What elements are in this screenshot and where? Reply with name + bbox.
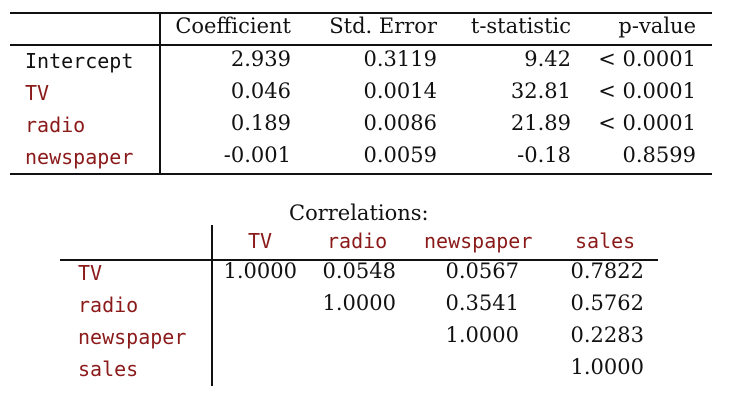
cell-t-statistic: 32.81 (510, 79, 571, 103)
correlation-table: Correlations: TV radio newspaper sales T… (60, 200, 660, 390)
table-bottom-rule (10, 173, 712, 175)
row-label-newspaper: newspaper (78, 325, 187, 349)
header-p-value: p-value (618, 14, 696, 38)
cell-std-error: 0.0059 (363, 143, 437, 167)
cell-corr: 1.0000 (322, 291, 396, 315)
cell-p-value: < 0.0001 (598, 79, 696, 103)
row-label-newspaper: newspaper (25, 145, 134, 169)
cell-corr: 1.0000 (445, 323, 519, 347)
header-rule (60, 259, 658, 261)
cell-corr: 0.3541 (445, 291, 519, 315)
cell-p-value: < 0.0001 (598, 47, 696, 71)
cell-corr: 0.0548 (322, 259, 396, 283)
row-label-sales: sales (78, 357, 139, 381)
cell-std-error: 0.0086 (363, 111, 437, 135)
cell-t-statistic: -0.18 (517, 143, 571, 167)
header-sales: sales (575, 229, 636, 253)
column-divider (159, 12, 161, 174)
cell-corr: 0.5762 (570, 291, 644, 315)
row-label-tv: TV (25, 81, 50, 105)
header-rule (10, 44, 712, 46)
cell-p-value: < 0.0001 (598, 111, 696, 135)
column-divider (211, 225, 213, 386)
header-tv: TV (248, 229, 273, 253)
cell-p-value: 0.8599 (622, 143, 696, 167)
correlations-title: Correlations: (289, 201, 429, 225)
cell-coefficient: 2.939 (230, 47, 291, 71)
cell-corr: 0.2283 (570, 323, 644, 347)
cell-t-statistic: 9.42 (524, 47, 571, 71)
cell-corr: 1.0000 (570, 355, 644, 379)
cell-corr: 0.0567 (445, 259, 519, 283)
cell-std-error: 0.0014 (363, 79, 437, 103)
header-t-statistic: t-statistic (470, 14, 571, 38)
header-newspaper: newspaper (424, 229, 533, 253)
regression-table: Coefficient Std. Error t-statistic p-val… (10, 12, 712, 175)
row-label-intercept: Intercept (25, 49, 134, 73)
table-top-rule (10, 12, 712, 14)
row-label-tv: TV (78, 261, 103, 285)
row-label-radio: radio (25, 113, 86, 137)
cell-corr: 1.0000 (223, 259, 297, 283)
cell-coefficient: -0.001 (223, 143, 291, 167)
cell-t-statistic: 21.89 (510, 111, 571, 135)
header-radio: radio (327, 229, 388, 253)
row-label-radio: radio (78, 293, 139, 317)
header-coefficient: Coefficient (175, 14, 291, 38)
cell-coefficient: 0.189 (230, 111, 291, 135)
cell-std-error: 0.3119 (363, 47, 437, 71)
cell-corr: 0.7822 (570, 259, 644, 283)
header-std-error: Std. Error (329, 14, 437, 38)
cell-coefficient: 0.046 (230, 79, 291, 103)
